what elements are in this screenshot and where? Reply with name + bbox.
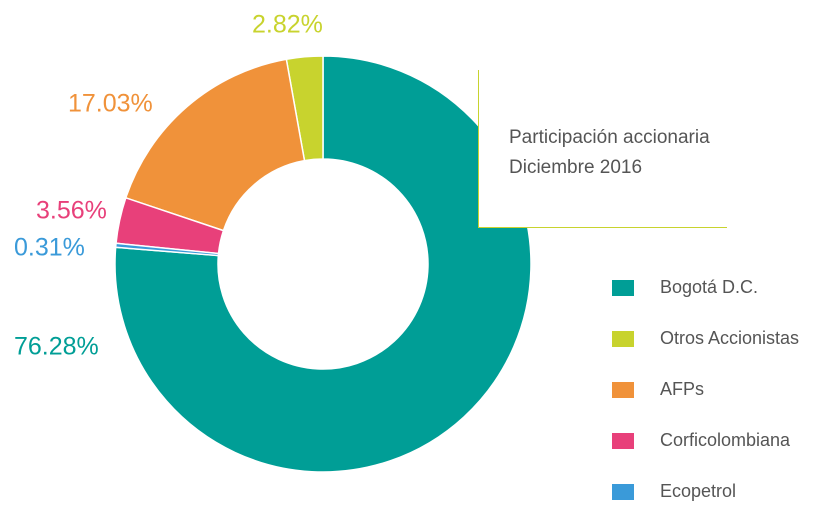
donut <box>114 55 532 473</box>
data-label: 0.31% <box>14 234 85 262</box>
legend-label: AFPs <box>660 379 704 399</box>
data-label: 2.82% <box>252 11 323 39</box>
legend-swatch <box>612 331 634 347</box>
data-label: 3.56% <box>36 197 107 225</box>
data-label: 76.28% <box>14 333 99 361</box>
legend-swatch <box>612 433 634 449</box>
donut-slice <box>114 55 532 473</box>
donut-slice <box>124 58 306 232</box>
legend-swatch <box>612 280 634 296</box>
legend-label: Bogotá D.C. <box>660 277 758 297</box>
data-label: 17.03% <box>68 90 153 118</box>
legend-label: Corficolombiana <box>660 430 791 450</box>
legend-label: Ecopetrol <box>660 481 736 501</box>
legend-label: Otros Accionistas <box>660 328 799 348</box>
legend-swatch <box>612 484 634 500</box>
chart-subtitle: Diciembre 2016 <box>509 157 642 178</box>
legend-swatch <box>612 382 634 398</box>
chart-title: Participación accionaria <box>509 127 710 148</box>
annotation-box <box>479 68 749 227</box>
donut-slice <box>114 242 220 257</box>
